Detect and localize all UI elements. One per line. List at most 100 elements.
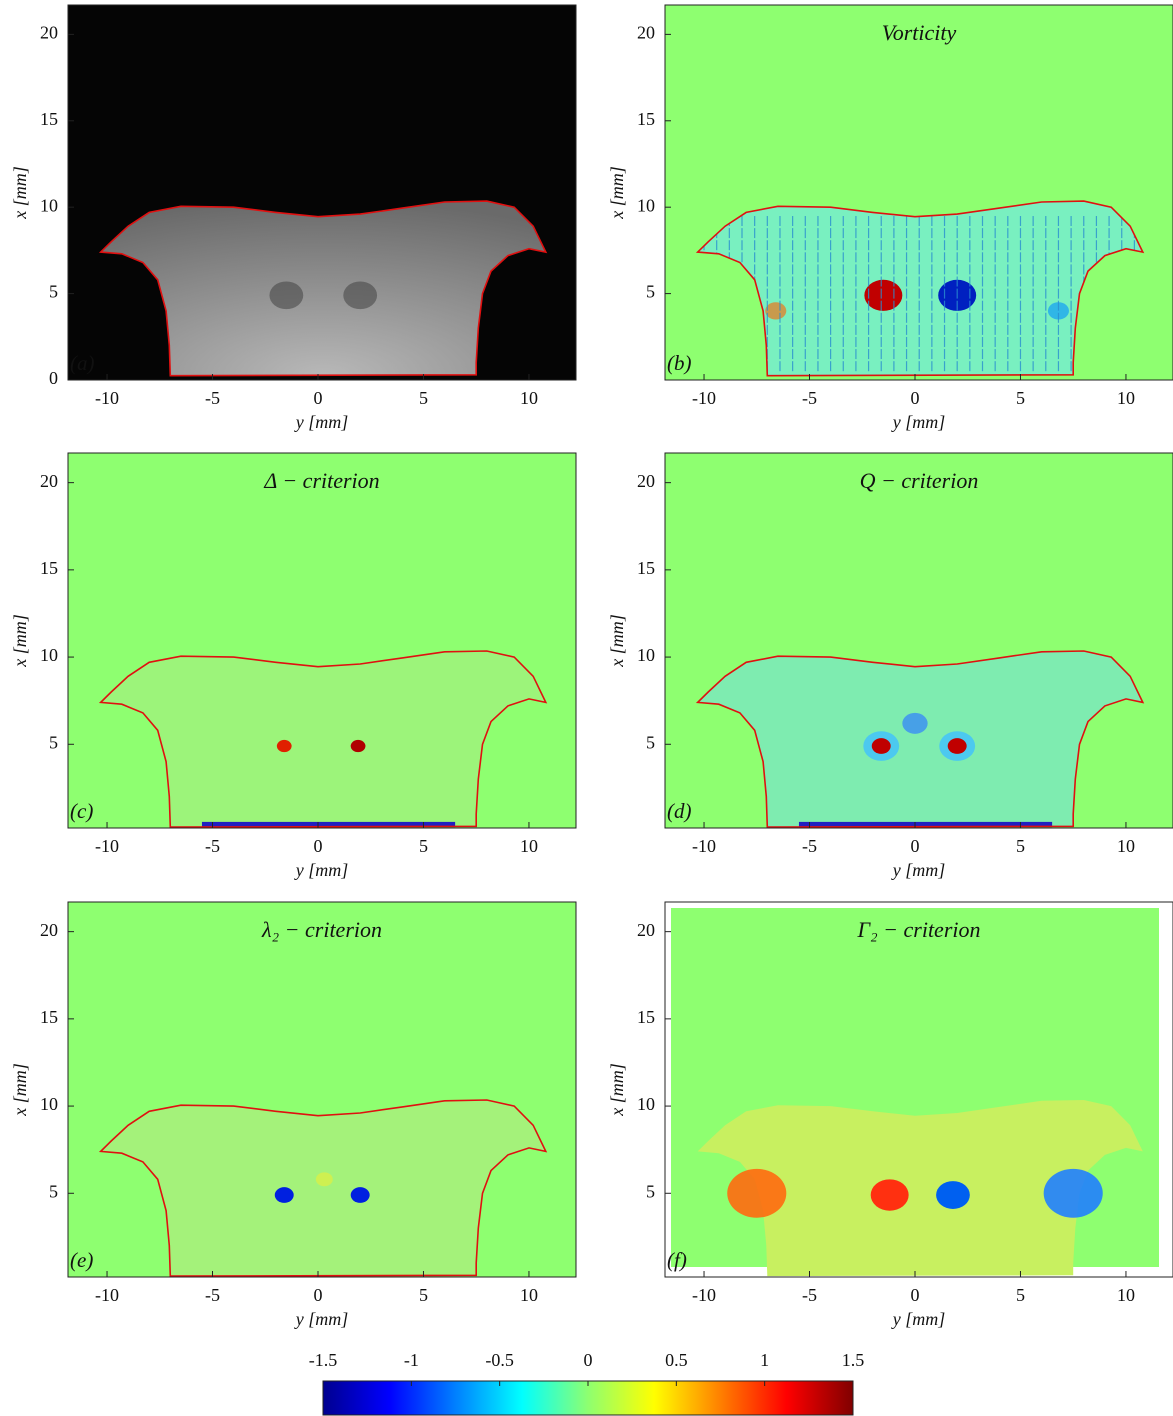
vortex: [343, 281, 378, 310]
y-tick-label: 5: [49, 1181, 58, 1201]
panel: -10 -5 0 5 10 0 5 10 15 20 y [mm] x [mm] (a): [10, 4, 577, 432]
y-tick-label: 15: [40, 1007, 58, 1027]
interface-contour: [695, 650, 1145, 828]
y-tick-label: 5: [646, 1181, 655, 1201]
y-tick-label: 5: [646, 732, 655, 752]
vortex: [350, 739, 366, 753]
jet-region: [697, 1100, 1143, 1277]
y-tick-label: 0: [49, 368, 58, 388]
y-tick-label: 15: [637, 109, 655, 129]
y-tick-label: 15: [637, 1007, 655, 1027]
panel-label: (f): [667, 1248, 687, 1272]
colorbar-tick-label: 0.5: [665, 1350, 688, 1370]
y-tick-label: 10: [40, 645, 58, 665]
y-tick-label: 20: [40, 471, 58, 491]
colorbar-tick-label: -0.5: [485, 1350, 514, 1370]
y-tick-label: 5: [49, 732, 58, 752]
y-tick-label: 20: [637, 471, 655, 491]
vortex: [902, 712, 928, 734]
y-tick-label: 20: [637, 23, 655, 43]
x-tick-label: -10: [95, 1285, 119, 1305]
jet-region: [100, 651, 546, 828]
panel-title: Γ₂ − criterion: [857, 917, 981, 942]
x-tick-label: -5: [802, 388, 817, 408]
y-tick-label: 15: [637, 558, 655, 578]
x-tick-label: -5: [802, 1285, 817, 1305]
y-tick-label: 10: [637, 195, 655, 215]
vortex: [350, 1187, 370, 1203]
panel-title: Δ − criterion: [263, 468, 379, 493]
field: [68, 453, 576, 828]
vortex: [276, 739, 292, 753]
panel: -10 -5 0 5 10 5 10 15 20 y [mm] x [mm] λ₂ − criteri…: [10, 901, 577, 1329]
y-tick-label: 20: [40, 23, 58, 43]
x-tick-label: -5: [205, 836, 220, 856]
vortex: [269, 281, 304, 310]
x-tick-label: -5: [205, 1285, 220, 1305]
vortex: [727, 1168, 787, 1218]
x-tick-label: -10: [95, 388, 119, 408]
x-tick-label: 5: [1016, 1285, 1025, 1305]
interface-contour: [98, 1099, 548, 1277]
field: [665, 5, 1173, 380]
vortex: [864, 279, 903, 311]
x-tick-label: 10: [520, 836, 538, 856]
y-tick-label: 20: [40, 920, 58, 940]
x-tick-label: 0: [910, 836, 919, 856]
y-tick-label: 10: [637, 645, 655, 665]
jet-region: [100, 1100, 546, 1277]
panel-label: (d): [667, 799, 692, 823]
y-axis-label: x [mm]: [10, 614, 30, 668]
panel: -10 -5 0 5 10 5 10 15 20 y [mm] x [mm] Vorticity (b): [607, 4, 1173, 432]
x-tick-label: 0: [313, 1285, 322, 1305]
x-axis-label: y [mm]: [294, 412, 349, 432]
vortex: [870, 1179, 909, 1211]
y-tick-label: 5: [646, 282, 655, 302]
interface-contour: [98, 200, 548, 377]
axes-box: [67, 901, 577, 1278]
x-tick-label: 5: [419, 388, 428, 408]
x-tick-label: -10: [692, 388, 716, 408]
x-tick-label: 0: [910, 388, 919, 408]
field: [665, 902, 1173, 1277]
panel: -10 -5 0 5 10 5 10 15 20 y [mm] x [mm] Γ₂ − criteri…: [607, 901, 1173, 1329]
y-tick-label: 10: [40, 1094, 58, 1114]
x-tick-label: 5: [419, 1285, 428, 1305]
x-tick-label: 10: [1117, 1285, 1135, 1305]
y-axis-label: x [mm]: [607, 166, 627, 220]
panel-label: (e): [70, 1248, 93, 1272]
field: [665, 453, 1173, 828]
panel-title: Vorticity: [882, 20, 957, 45]
x-tick-label: 5: [1016, 388, 1025, 408]
vortex: [947, 738, 967, 754]
y-tick-label: 10: [637, 1094, 655, 1114]
axes-box: [67, 452, 577, 829]
jet-region: [697, 651, 1143, 828]
axes-box: [664, 4, 1173, 381]
colorbar-tick-label: 0: [584, 1350, 593, 1370]
mask-outside: [665, 5, 1173, 380]
y-tick-label: 5: [49, 282, 58, 302]
y-axis-label: x [mm]: [607, 614, 627, 668]
interface-contour: [695, 200, 1145, 377]
field: [68, 902, 576, 1277]
y-tick-label: 15: [40, 558, 58, 578]
colorbar-tick-label: 1: [760, 1350, 769, 1370]
x-tick-label: -10: [95, 836, 119, 856]
vortex: [765, 302, 787, 320]
colorbar-tick-label: 1.5: [842, 1350, 865, 1370]
panel-label: (b): [667, 351, 692, 375]
colorbar-tick-label: -1.5: [309, 1350, 338, 1370]
panel-title: Q − criterion: [860, 468, 979, 493]
panel-title: λ₂ − criterion: [261, 917, 382, 942]
x-axis-label: y [mm]: [294, 1309, 349, 1329]
y-tick-label: 10: [40, 195, 58, 215]
axes-box: [664, 452, 1173, 829]
x-axis-label: y [mm]: [891, 860, 946, 880]
panel: -10 -5 0 5 10 5 10 15 20 y [mm] x [mm] Δ − criterio…: [10, 452, 577, 880]
wall-band: [201, 821, 456, 828]
panel: -10 -5 0 5 10 5 10 15 20 y [mm] x [mm] Q − criterio…: [607, 452, 1173, 880]
y-tick-label: 20: [637, 920, 655, 940]
colorbar-tick-label: -1: [404, 1350, 419, 1370]
